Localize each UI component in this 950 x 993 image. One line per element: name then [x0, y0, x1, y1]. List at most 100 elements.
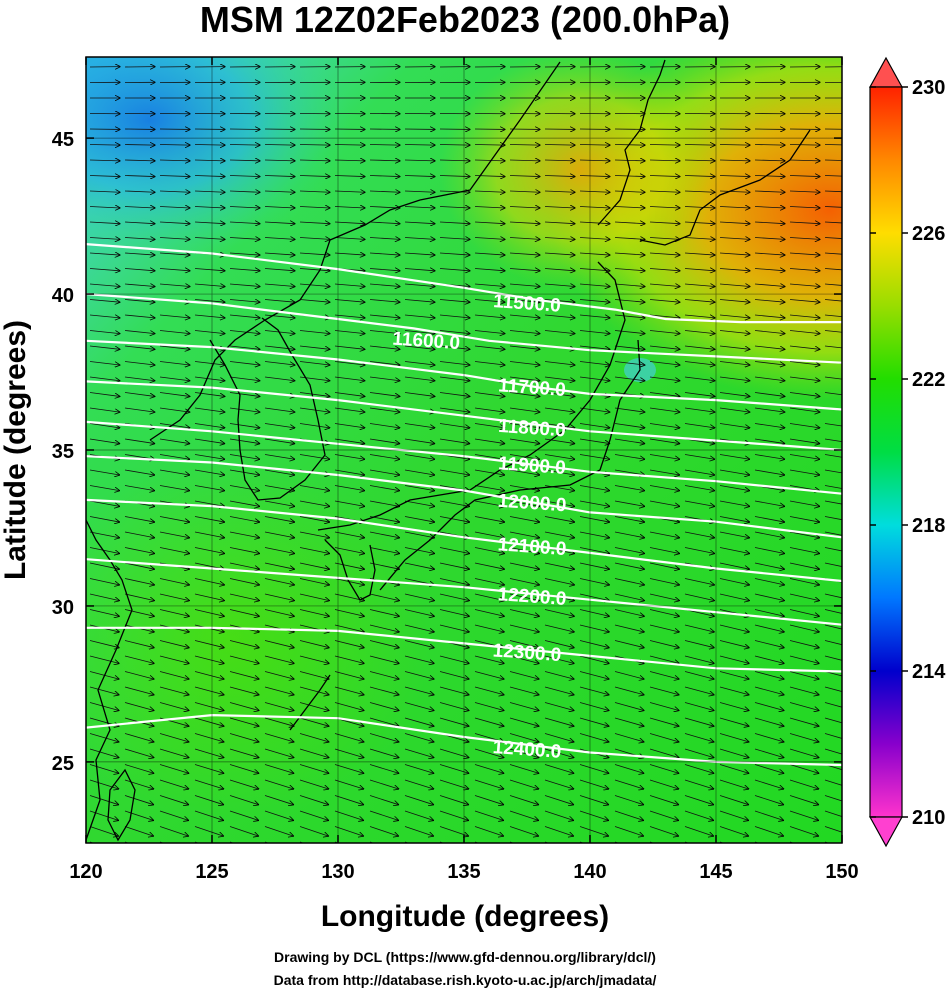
wind-arrow [369, 624, 399, 632]
wind-arrow [299, 671, 329, 680]
wind-arrow [579, 531, 609, 538]
wind-arrow [579, 269, 610, 271]
wind-arrow [579, 376, 610, 381]
wind-arrow [684, 702, 714, 711]
wind-arrow [650, 858, 678, 868]
wind-arrow [124, 284, 155, 286]
wind-arrow [614, 438, 645, 444]
wind-arrow [719, 407, 750, 412]
wind-arrow [474, 562, 504, 569]
wind-arrow [719, 176, 750, 177]
wind-arrow [824, 671, 842, 677]
wind-arrow [579, 145, 610, 146]
wind-arrow [754, 176, 785, 177]
wind-arrow [614, 547, 644, 554]
y-axis-label: Latitude (degrees) [0, 320, 32, 580]
wind-arrow [124, 176, 155, 177]
wind-arrow [404, 671, 434, 680]
wind-arrow [299, 531, 329, 538]
y-tick-label: 40 [52, 285, 74, 307]
wind-arrow [824, 547, 842, 552]
wind-arrow [369, 469, 400, 475]
wind-arrow [474, 655, 504, 663]
wind-arrow [124, 191, 155, 192]
wind-arrow [649, 160, 680, 161]
wind-arrow [229, 748, 259, 758]
wind-arrow [89, 345, 120, 349]
wind-arrow [229, 578, 259, 585]
wind-arrow [544, 779, 574, 789]
wind-arrow [229, 314, 260, 318]
wind-arrow [229, 222, 260, 224]
wind-arrow [474, 300, 505, 303]
wind-arrow [649, 207, 680, 208]
wind-arrow [369, 160, 400, 161]
wind-arrow [89, 438, 120, 444]
wind-arrow [334, 655, 364, 663]
wind-arrow [789, 733, 819, 742]
wind-arrow [789, 361, 820, 366]
wind-arrow [264, 376, 295, 381]
wind-arrow [684, 500, 715, 506]
wind-arrow [369, 795, 399, 805]
wind-arrow [264, 779, 294, 789]
y-tick-label: 30 [52, 597, 74, 619]
wind-arrow [334, 454, 365, 460]
wind-arrow [369, 222, 400, 224]
wind-arrow [789, 702, 819, 711]
wind-arrow [579, 562, 609, 569]
wind-arrow [614, 593, 644, 601]
wind-arrow [299, 717, 329, 726]
wind-arrow [649, 795, 679, 805]
wind-arrow [754, 238, 785, 240]
wind-arrow [509, 717, 539, 726]
wind-arrow [649, 376, 680, 381]
wind-arrow [544, 562, 574, 569]
wind-arrow [684, 578, 714, 585]
wind-arrow [684, 376, 715, 381]
wind-arrow [509, 531, 539, 538]
wind-arrow [299, 764, 329, 774]
wind-arrow [789, 748, 819, 758]
wind-arrow [614, 624, 644, 632]
wind-arrow [614, 795, 644, 805]
wind-arrow [369, 454, 400, 460]
wind-arrow [404, 300, 435, 303]
wind-arrow [89, 733, 119, 742]
wind-arrow [89, 300, 120, 303]
coastline-asia [86, 519, 133, 841]
wind-arrow [264, 748, 294, 758]
wind-arrow [789, 671, 819, 680]
wind-arrow [474, 284, 505, 286]
wind-arrow [579, 176, 610, 177]
wind-arrow [264, 547, 294, 554]
wind-arrow [160, 858, 188, 868]
wind-arrow [229, 284, 260, 286]
wind-arrow [229, 300, 260, 303]
wind-arrow [89, 702, 119, 711]
wind-arrow [649, 764, 679, 774]
wind-arrow [124, 547, 154, 554]
wind-arrow [719, 314, 750, 318]
wind-arrow [684, 423, 715, 428]
wind-arrow [509, 779, 539, 789]
wind-arrow [579, 686, 609, 695]
wind-arrow [509, 361, 540, 366]
wind-arrow [439, 376, 470, 381]
wind-arrow [334, 795, 364, 805]
wind-arrow [649, 454, 680, 460]
wind-arrow [579, 191, 610, 192]
wind-arrow [194, 748, 224, 758]
wind-arrow [404, 392, 435, 397]
wind-arrow [579, 485, 610, 491]
wind-arrow [334, 407, 365, 412]
coastlines [86, 59, 811, 842]
wind-arrow [544, 330, 575, 334]
wind-arrow [579, 578, 609, 585]
wind-arrow [509, 469, 540, 475]
wind-arrow [509, 160, 540, 161]
wind-arrow [299, 269, 330, 271]
wind-arrow [719, 671, 749, 680]
wind-arrow [439, 578, 469, 585]
wind-arrow [789, 810, 818, 820]
